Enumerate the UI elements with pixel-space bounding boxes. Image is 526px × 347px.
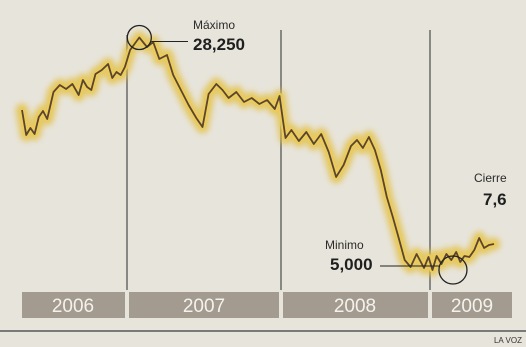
min-label: Minimo [325, 238, 364, 252]
year-label-2006: 2006 [52, 296, 94, 317]
close-label: Cierre [474, 171, 507, 185]
year-axis-band: 2006 2007 2008 2009 [22, 292, 512, 318]
year-label-2008: 2008 [334, 296, 376, 317]
source-credit: LA VOZ [494, 336, 522, 345]
year-band-2009 [432, 292, 512, 318]
max-label: Máximo [193, 18, 235, 32]
min-value: 5,000 [330, 255, 373, 274]
max-marker-circle [126, 24, 152, 51]
close-value: 7,6 [483, 190, 507, 209]
year-band-2008 [283, 292, 428, 318]
year-band-2006 [22, 292, 125, 318]
min-marker-circle [438, 255, 468, 285]
max-value: 28,250 [193, 35, 245, 54]
year-label-2007: 2007 [183, 296, 225, 317]
year-band-2007 [129, 292, 279, 318]
year-label-2009: 2009 [451, 296, 493, 317]
